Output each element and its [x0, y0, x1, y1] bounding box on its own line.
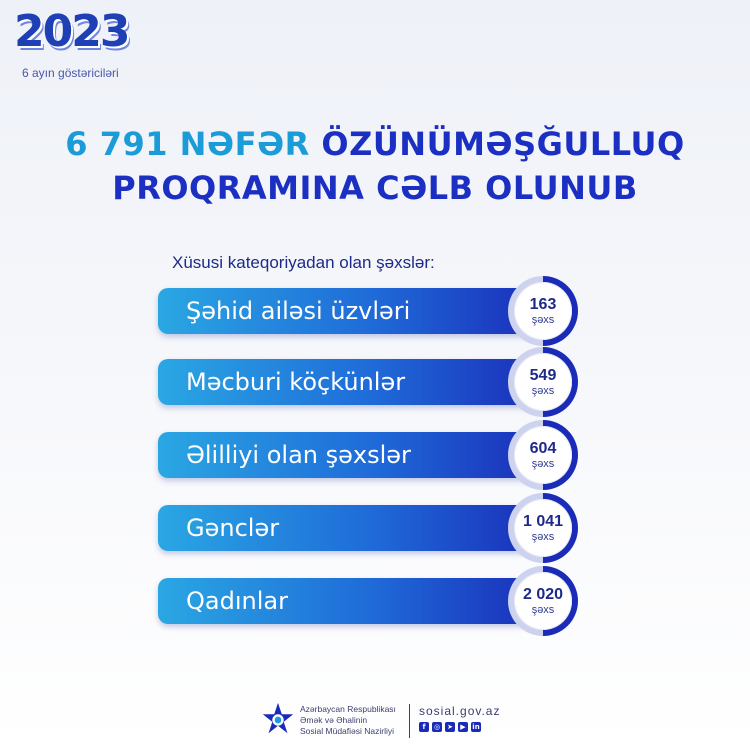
category-bar: Məcburi köçkünlər	[158, 359, 550, 405]
ministry-logo-icon	[262, 702, 294, 734]
category-label: Əlilliyi olan şəxslər	[186, 441, 411, 469]
category-bar: Qadınlar	[158, 578, 550, 624]
facebook-icon[interactable]: f	[419, 722, 429, 732]
headline-line-1: 6 791 NƏFƏR ÖZÜNÜMƏŞĞULLUQ	[0, 122, 750, 166]
category-count: 163	[529, 296, 557, 313]
count-badge: 549 şəxs	[514, 353, 572, 411]
youtube-icon[interactable]: ▶	[458, 722, 468, 732]
ministry-name-line: Sosial Müdafiəsi Nazirliyi	[300, 726, 395, 736]
category-bar: Əlilliyi olan şəxslər	[158, 432, 550, 478]
category-row: Əlilliyi olan şəxslər 604 şəxs	[158, 420, 596, 490]
category-row: Gənclər 1 041 şəxs	[158, 493, 596, 563]
year-subtitle: 6 ayın göstəriciləri	[22, 66, 119, 80]
linkedin-icon[interactable]: in	[471, 722, 481, 732]
category-unit: şəxs	[531, 531, 555, 543]
category-unit: şəxs	[531, 604, 555, 616]
ministry-name: Azərbaycan Respublikası Əmək və Əhalinin…	[300, 704, 405, 737]
headline-line-1-rest: ÖZÜNÜMƏŞĞULLUQ	[321, 125, 685, 163]
telegram-icon[interactable]: ➤	[445, 722, 455, 732]
category-count: 549	[529, 367, 557, 384]
category-label: Şəhid ailəsi üzvləri	[186, 297, 411, 325]
category-label: Məcburi köçkünlər	[186, 368, 406, 396]
year-badge: 2023	[14, 6, 130, 57]
category-row: Şəhid ailəsi üzvləri 163 şəxs	[158, 276, 596, 346]
category-bar: Gənclər	[158, 505, 550, 551]
website-link[interactable]: sosial.gov.az	[419, 704, 501, 718]
count-badge: 1 041 şəxs	[514, 499, 572, 557]
category-row: Məcburi köçkünlər 549 şəxs	[158, 347, 596, 417]
count-badge: 604 şəxs	[514, 426, 572, 484]
footer-divider	[409, 704, 410, 738]
category-count: 604	[529, 440, 557, 457]
category-count: 2 020	[522, 586, 564, 603]
category-unit: şəxs	[531, 458, 555, 470]
category-bar: Şəhid ailəsi üzvləri	[158, 288, 550, 334]
headline-line-2: PROQRAMINA CƏLB OLUNUB	[112, 169, 638, 207]
social-links: f ◎ ➤ ▶ in	[419, 722, 481, 732]
count-badge: 163 şəxs	[514, 282, 572, 340]
categories-subtitle: Xüsusi kateqoriyadan olan şəxslər:	[172, 253, 435, 272]
headline-number: 6 791 NƏFƏR	[65, 125, 310, 163]
category-row: Qadınlar 2 020 şəxs	[158, 566, 596, 636]
count-badge: 2 020 şəxs	[514, 572, 572, 630]
category-label: Gənclər	[186, 514, 280, 542]
ministry-name-line: Əmək və Əhalinin	[300, 715, 368, 725]
headline: 6 791 NƏFƏR ÖZÜNÜMƏŞĞULLUQ PROQRAMINA CƏ…	[0, 122, 750, 210]
category-unit: şəxs	[531, 385, 555, 397]
category-label: Qadınlar	[186, 587, 288, 615]
ministry-name-line: Azərbaycan Respublikası	[300, 704, 396, 714]
category-unit: şəxs	[531, 314, 555, 326]
instagram-icon[interactable]: ◎	[432, 722, 442, 732]
category-count: 1 041	[522, 513, 564, 530]
